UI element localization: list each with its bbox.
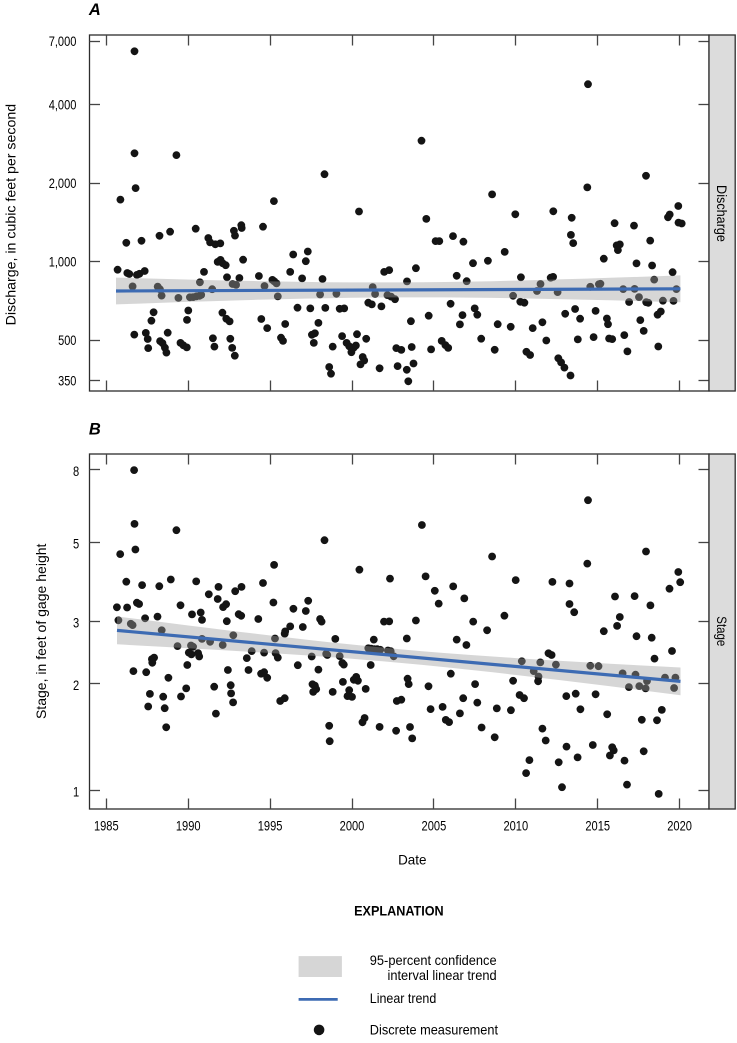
svg-text:Date: Date [398,852,427,868]
svg-text:1,000: 1,000 [49,254,77,270]
svg-text:8: 8 [73,463,79,479]
svg-text:1995: 1995 [258,818,283,834]
svg-text:1: 1 [73,784,79,800]
svg-text:Discrete measurement: Discrete measurement [370,1021,498,1037]
svg-text:3: 3 [73,614,79,630]
svg-text:7,000: 7,000 [49,33,77,49]
svg-text:EXPLANATION: EXPLANATION [354,903,444,919]
svg-text:2: 2 [73,677,79,693]
svg-text:A: A [88,1,101,19]
svg-text:1990: 1990 [176,818,201,834]
svg-text:Discharge, in cubic feet per s: Discharge, in cubic feet per second [2,104,18,326]
svg-text:B: B [89,420,101,438]
svg-text:2020: 2020 [667,818,692,834]
svg-text:500: 500 [58,332,76,348]
svg-text:interval linear trend: interval linear trend [388,967,497,983]
svg-text:2010: 2010 [503,818,528,834]
svg-text:Linear trend: Linear trend [370,990,437,1006]
svg-text:Discharge: Discharge [714,185,730,242]
svg-text:2005: 2005 [422,818,447,834]
svg-text:2,000: 2,000 [49,175,77,191]
svg-text:95-percent confidence: 95-percent confidence [370,952,497,968]
svg-text:4,000: 4,000 [49,96,77,112]
svg-text:5: 5 [73,536,79,552]
svg-text:Stage, in feet of gage height: Stage, in feet of gage height [33,543,49,719]
svg-text:Stage: Stage [714,616,730,646]
svg-text:1985: 1985 [94,818,119,834]
svg-text:350: 350 [58,373,76,389]
svg-text:2015: 2015 [585,818,610,834]
svg-text:2000: 2000 [340,818,365,834]
